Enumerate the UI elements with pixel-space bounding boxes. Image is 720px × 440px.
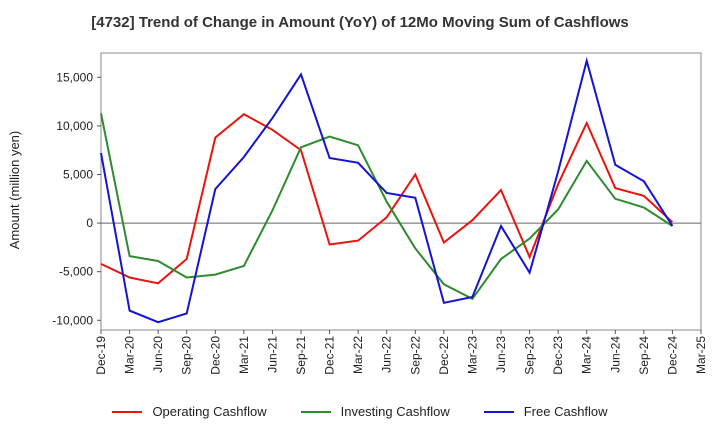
- series-line-investing-cashflow: [100, 113, 673, 301]
- x-tick-label: Mar-24: [580, 336, 594, 374]
- legend-label-investing: Investing Cashflow: [340, 404, 450, 419]
- legend-item-operating: Operating Cashflow: [112, 404, 267, 419]
- chart-title: [4732] Trend of Change in Amount (YoY) o…: [91, 14, 629, 31]
- y-tick-label: 0: [86, 216, 93, 230]
- x-tick-label: Sep-21: [294, 336, 308, 375]
- series-line-operating-cashflow: [100, 112, 674, 285]
- x-tick-label: Dec-22: [437, 336, 451, 375]
- x-tick-label: Mar-22: [351, 336, 365, 374]
- y-tick-label: -10,000: [52, 313, 93, 327]
- x-tick-label: Sep-22: [408, 336, 422, 375]
- legend-item-investing: Investing Cashflow: [300, 404, 450, 419]
- legend-swatch-operating: [112, 410, 143, 413]
- legend-label-free: Free Cashflow: [523, 404, 608, 419]
- x-tick-label: Dec-21: [323, 336, 337, 375]
- x-tick-label: Mar-25: [694, 336, 708, 374]
- x-tick-label: Jun-20: [151, 336, 165, 373]
- legend: Operating Cashflow Investing Cashflow Fr…: [0, 404, 720, 419]
- x-tick-label: Sep-20: [180, 336, 194, 375]
- axes-layer: [97, 52, 702, 334]
- x-tick-label: Dec-23: [551, 336, 565, 375]
- legend-swatch-investing: [300, 410, 331, 413]
- y-tick-label: 10,000: [56, 119, 93, 133]
- y-axis-title: Amount (million yen): [7, 131, 22, 250]
- plot-frame: [100, 52, 702, 331]
- x-tick-label: Dec-20: [208, 336, 222, 375]
- x-tick-label: Mar-23: [465, 336, 479, 374]
- y-tick-label: 15,000: [56, 70, 93, 84]
- legend-label-operating: Operating Cashflow: [152, 404, 267, 419]
- series-layer: [100, 56, 674, 324]
- x-tick-label: Jun-22: [380, 336, 394, 373]
- x-tick-label: Jun-24: [608, 336, 622, 373]
- legend-swatch-free: [483, 410, 514, 413]
- x-tick-label: Sep-24: [637, 336, 651, 375]
- x-tick-label: Sep-23: [523, 336, 537, 375]
- x-tick-label: Dec-19: [94, 336, 108, 375]
- x-tick-label: Mar-20: [123, 336, 137, 374]
- x-tick-label: Jun-23: [494, 336, 508, 373]
- y-tick-label: 5,000: [63, 167, 93, 181]
- x-tick-label: Jun-21: [265, 336, 279, 373]
- x-tick-label: Mar-21: [237, 336, 251, 374]
- x-tick-label: Dec-24: [665, 336, 679, 375]
- legend-item-free: Free Cashflow: [483, 404, 608, 419]
- series-line-free-cashflow: [100, 56, 674, 324]
- labels-layer: -10,000 -5,000 0 5,000 10,000 15,000 Dec-19 Mar…: [52, 70, 708, 374]
- y-tick-label: -5,000: [59, 265, 93, 279]
